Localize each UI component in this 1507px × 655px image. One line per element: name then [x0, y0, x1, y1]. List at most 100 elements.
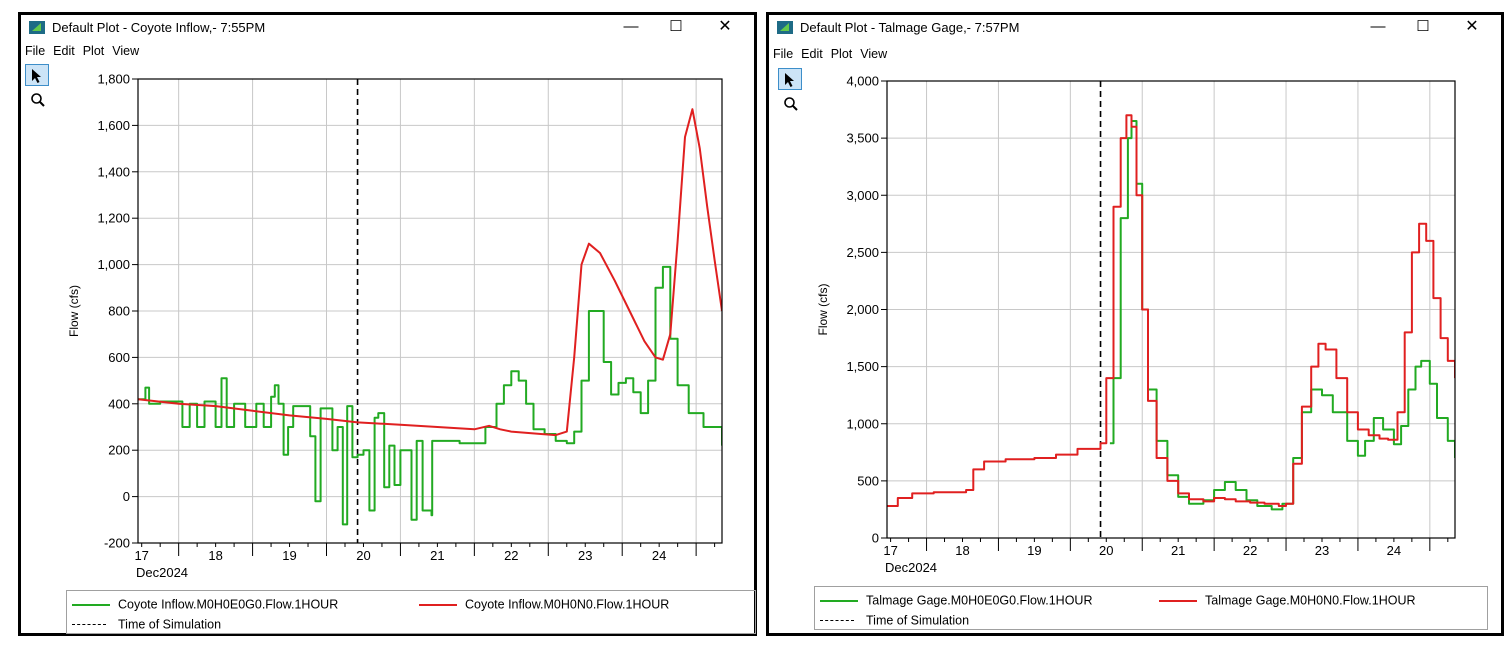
legend-label: Coyote Inflow.M0H0N0.Flow.1HOUR [465, 597, 670, 612]
x-tick-label: 21 [1171, 543, 1185, 558]
minimize-button[interactable]: — [1370, 18, 1386, 35]
zoom-tool-button[interactable] [778, 92, 802, 114]
y-tick-label: 500 [857, 473, 879, 488]
pointer-icon [32, 69, 41, 83]
y-tick-label: 0 [123, 489, 130, 504]
y-tick-label: 1,600 [97, 118, 130, 133]
legend-label: Time of Simulation [118, 617, 222, 632]
y-tick-label: 3,000 [846, 188, 879, 203]
toolbar [25, 64, 51, 112]
plot-frame [137, 78, 723, 544]
menu-file[interactable]: File [773, 47, 794, 61]
y-tick-label: 0 [872, 531, 879, 546]
x-tick-label: 20 [1099, 543, 1113, 558]
legend-entry-forecast: Talmage Gage.M0H0N0.Flow.1HOUR [1157, 592, 1416, 609]
legend-entry-time-of-simulation: Time of Simulation [70, 616, 221, 633]
y-tick-label: 600 [108, 350, 130, 365]
menu-file[interactable]: File [25, 44, 46, 58]
legend-swatch [820, 620, 854, 622]
legend-entry-time-of-simulation: Time of Simulation [818, 612, 969, 629]
toolbar [778, 68, 804, 116]
x-tick-label: 22 [504, 548, 518, 563]
title-bar[interactable]: Default Plot - Talmage Gage,- 7:57PM — ☐… [769, 15, 1501, 41]
y-tick-label: 4,000 [846, 74, 879, 89]
x-tick-label: 24 [1387, 543, 1401, 558]
app-icon [29, 21, 45, 34]
y-tick-label: 1,500 [846, 359, 879, 374]
pointer-icon [785, 73, 794, 87]
window-title: Default Plot - Coyote Inflow,- 7:55PM [52, 20, 266, 35]
y-tick-label: 1,400 [97, 164, 130, 179]
window-title: Default Plot - Talmage Gage,- 7:57PM [800, 20, 1020, 35]
menu-bar: File Edit Plot View [21, 42, 754, 60]
legend-label: Talmage Gage.M0H0E0G0.Flow.1HOUR [866, 593, 1093, 608]
legend-entry-observed: Coyote Inflow.M0H0E0G0.Flow.1HOUR [70, 596, 338, 613]
menu-plot[interactable]: Plot [830, 47, 853, 61]
magnifier-icon [784, 97, 798, 111]
menu-edit[interactable]: Edit [801, 47, 823, 61]
x-tick-label: 20 [356, 548, 370, 563]
zoom-tool-button[interactable] [25, 88, 49, 110]
x-tick-label: 19 [1027, 543, 1041, 558]
menu-plot[interactable]: Plot [82, 44, 105, 58]
y-tick-label: 2,000 [846, 302, 879, 317]
legend-label: Time of Simulation [866, 613, 970, 628]
menu-edit[interactable]: Edit [53, 44, 75, 58]
plot-window-talmage: Default Plot - Talmage Gage,- 7:57PM — ☐… [766, 12, 1504, 636]
x-tick-label: 23 [578, 548, 592, 563]
y-tick-label: 2,500 [846, 245, 879, 260]
x-tick-label: 24 [652, 548, 666, 563]
x-tick-label: 23 [1315, 543, 1329, 558]
y-tick-label: -200 [104, 536, 130, 551]
legend-label: Talmage Gage.M0H0N0.Flow.1HOUR [1205, 593, 1416, 608]
x-tick-label: 17 [134, 548, 148, 563]
x-tick-label: 18 [955, 543, 969, 558]
y-tick-label: 1,800 [97, 72, 130, 87]
legend-swatch [1159, 599, 1197, 602]
legend: Talmage Gage.M0H0E0G0.Flow.1HOUR Talmage… [814, 586, 1488, 630]
menu-bar: File Edit Plot View [769, 45, 1501, 63]
magnifier-icon [31, 93, 45, 107]
pointer-tool-button[interactable] [25, 64, 49, 86]
plot-window-coyote: Default Plot - Coyote Inflow,- 7:55PM — … [18, 12, 757, 636]
x-tick-label: 17 [883, 543, 897, 558]
series-line-forecast [887, 114, 1455, 507]
plot-frame [886, 80, 1456, 539]
y-tick-label: 1,000 [97, 257, 130, 272]
x-tick-label: 21 [430, 548, 444, 563]
chart-coyote-inflow[interactable]: -200 0 200 400 600 800 1,000 1,200 1,400 1,600 1,8… [21, 60, 754, 588]
maximize-button[interactable]: ☐ [669, 18, 683, 35]
x-tick-label: 19 [282, 548, 296, 563]
y-tick-label: 400 [108, 396, 130, 411]
chart-talmage-gage[interactable]: 0 500 1,000 1,500 2,000 2,500 3,000 3,500 4,000 1… [769, 60, 1501, 584]
legend-swatch [72, 624, 106, 626]
legend-entry-observed: Talmage Gage.M0H0E0G0.Flow.1HOUR [818, 592, 1092, 609]
legend-swatch [72, 603, 110, 606]
x-tick-label: 18 [208, 548, 222, 563]
y-axis-label: Flow (cfs) [816, 284, 830, 336]
pointer-tool-button[interactable] [778, 68, 802, 90]
y-tick-label: 1,200 [97, 211, 130, 226]
menu-view[interactable]: View [860, 47, 888, 61]
legend-entry-forecast: Coyote Inflow.M0H0N0.Flow.1HOUR [417, 596, 669, 613]
minimize-button[interactable]: — [623, 18, 639, 35]
app-icon [777, 21, 793, 34]
y-tick-label: 200 [108, 443, 130, 458]
y-axis-label: Flow (cfs) [67, 285, 81, 337]
y-tick-label: 800 [108, 304, 130, 319]
x-tick-label: 22 [1243, 543, 1257, 558]
menu-view[interactable]: View [112, 44, 140, 58]
legend-swatch [820, 599, 858, 602]
legend-label: Coyote Inflow.M0H0E0G0.Flow.1HOUR [118, 597, 339, 612]
legend-swatch [419, 603, 457, 606]
legend: Coyote Inflow.M0H0E0G0.Flow.1HOUR Coyote… [66, 590, 756, 634]
y-tick-label: 3,500 [846, 131, 879, 146]
title-bar[interactable]: Default Plot - Coyote Inflow,- 7:55PM — … [21, 15, 754, 41]
close-button[interactable]: ✕ [718, 18, 732, 35]
series-line-observed [138, 265, 722, 526]
series-line-forecast [138, 108, 722, 437]
x-axis-label: Dec2024 [885, 560, 937, 575]
close-button[interactable]: ✕ [1465, 18, 1479, 35]
maximize-button[interactable]: ☐ [1416, 18, 1430, 35]
x-axis-label: Dec2024 [136, 565, 188, 580]
